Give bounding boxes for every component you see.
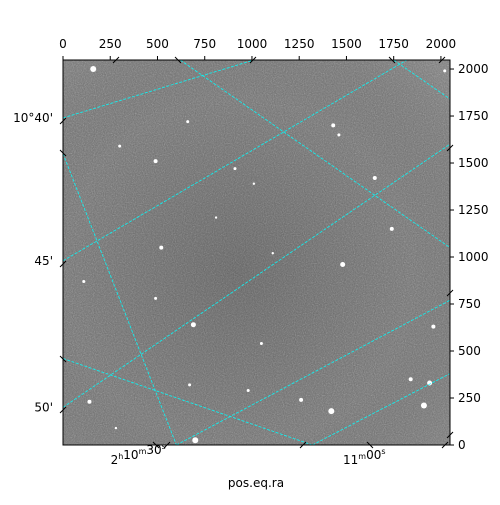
y-tick-label-1: 250 bbox=[458, 391, 481, 405]
star-17 bbox=[431, 324, 436, 329]
star-3 bbox=[118, 144, 122, 148]
star-18 bbox=[408, 377, 413, 382]
grid-line-3 bbox=[176, 299, 450, 445]
x-pixel-ticks: 0 250 500 750 1000 1250 1500 1750 2000 bbox=[59, 37, 456, 60]
coordinate-grid bbox=[63, 60, 450, 445]
image-vignette bbox=[63, 60, 450, 445]
dec-tick-label-1: 45' bbox=[34, 254, 53, 268]
ra-tick-label-1: 11m00s bbox=[343, 447, 386, 467]
star-26 bbox=[114, 426, 118, 430]
y-tick-label-2: 500 bbox=[458, 344, 481, 358]
x-tick-label-1: 250 bbox=[99, 37, 122, 51]
y-tick-label-8: 2000 bbox=[458, 62, 489, 76]
star-14 bbox=[154, 296, 158, 300]
star-5 bbox=[233, 167, 237, 171]
edge-tick-6 bbox=[446, 289, 454, 297]
y-pixel-ticks: 0 250 500 750 1000 1250 1500 1750 2000 bbox=[450, 62, 489, 452]
ra-tick-label-0: 2h10m30s bbox=[111, 442, 166, 467]
star-6 bbox=[372, 176, 377, 181]
x-tick-label-7: 1750 bbox=[378, 37, 409, 51]
x-tick-label-8: 2000 bbox=[426, 37, 457, 51]
star-22 bbox=[299, 397, 304, 402]
edge-tick-2 bbox=[249, 56, 257, 64]
dec-tick-label-0: 10°40' bbox=[13, 111, 53, 125]
edge-tick-8 bbox=[299, 441, 307, 449]
plot-frame bbox=[62, 59, 451, 446]
star-2 bbox=[331, 123, 336, 128]
x-tick-label-6: 1500 bbox=[331, 37, 362, 51]
y-tick-label-3: 750 bbox=[458, 297, 481, 311]
y-tick-label-0: 0 bbox=[458, 438, 466, 452]
star-19 bbox=[427, 380, 433, 386]
edge-tick-10 bbox=[163, 441, 171, 449]
star-27 bbox=[192, 437, 199, 444]
edge-tick-7 bbox=[446, 431, 454, 439]
star-13 bbox=[82, 279, 86, 283]
edge-tick-0 bbox=[112, 56, 120, 64]
star-8 bbox=[214, 216, 218, 219]
star-9 bbox=[389, 226, 394, 231]
edge-tick-13 bbox=[59, 117, 67, 125]
y-tick-label-4: 1000 bbox=[458, 250, 489, 264]
edge-tick-3 bbox=[388, 56, 396, 64]
dec-tick-label-2: 50' bbox=[34, 400, 53, 414]
y-tick-label-6: 1500 bbox=[458, 156, 489, 170]
x-tick-label-4: 1000 bbox=[237, 37, 268, 51]
edge-tick-4 bbox=[438, 56, 446, 64]
grid-line-8 bbox=[393, 60, 450, 100]
star-1 bbox=[186, 120, 190, 124]
star-21 bbox=[328, 408, 335, 415]
star-12 bbox=[271, 252, 274, 255]
y-tick-label-5: 1250 bbox=[458, 203, 489, 217]
edge-tick-9 bbox=[152, 441, 160, 449]
grid-line-0 bbox=[63, 60, 255, 119]
edge-tick-16 bbox=[59, 355, 67, 363]
stars-layer bbox=[82, 66, 447, 444]
y-tick-label-7: 1750 bbox=[458, 109, 489, 123]
star-0 bbox=[90, 66, 97, 73]
x-tick-label-5: 1250 bbox=[284, 37, 315, 51]
grid-line-4 bbox=[312, 373, 450, 445]
x-tick-label-2: 500 bbox=[146, 37, 169, 51]
x-tick-label-0: 0 bbox=[59, 37, 67, 51]
star-15 bbox=[190, 322, 196, 328]
edge-tick-1 bbox=[174, 56, 182, 64]
grid-line-2 bbox=[63, 143, 450, 408]
edge-tick-15 bbox=[59, 260, 67, 268]
grid-line-6 bbox=[63, 358, 313, 445]
star-24 bbox=[188, 383, 192, 387]
x-axis-title: pos.eq.ra bbox=[228, 476, 284, 490]
edge-tick-11 bbox=[366, 441, 374, 449]
star-20 bbox=[420, 402, 427, 409]
grid-line-5 bbox=[63, 153, 177, 445]
sky-image bbox=[63, 60, 450, 445]
star-16 bbox=[259, 341, 263, 345]
star-4 bbox=[153, 159, 158, 164]
edge-tick-12 bbox=[441, 441, 449, 449]
grid-line-7 bbox=[179, 60, 450, 248]
edge-tick-17 bbox=[59, 406, 67, 414]
star-25 bbox=[87, 399, 92, 404]
edge-tick-14 bbox=[59, 149, 67, 157]
star-7 bbox=[252, 182, 256, 185]
edge-tick-5 bbox=[446, 144, 454, 152]
star-28 bbox=[443, 69, 447, 73]
ra-world-ticks: 2h10m30s 11m00s bbox=[59, 56, 454, 467]
star-10 bbox=[159, 245, 164, 250]
star-23 bbox=[246, 388, 250, 392]
grid-line-1 bbox=[63, 60, 408, 262]
star-11 bbox=[340, 262, 346, 268]
star-29 bbox=[337, 133, 341, 137]
dec-world-ticks: 10°40' 45' 50' bbox=[13, 111, 53, 415]
x-tick-label-3: 750 bbox=[193, 37, 216, 51]
